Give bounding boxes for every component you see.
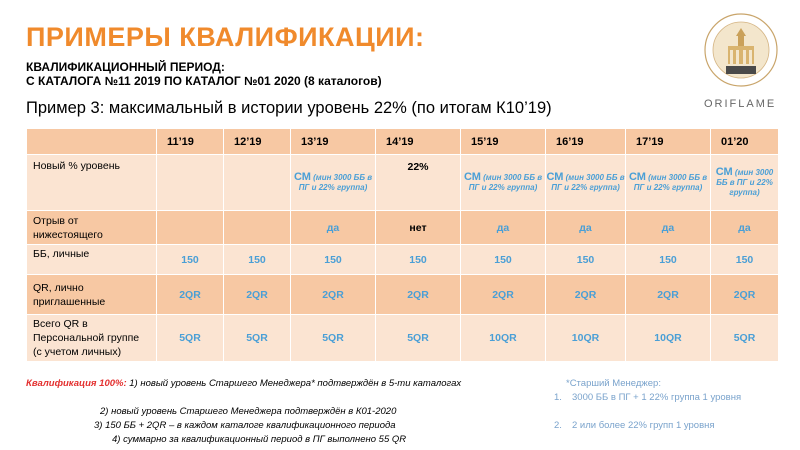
table-cell [156,210,224,245]
note-line-1: 1) новый уровень Старшего Менеджера* под… [126,378,462,389]
table-cell: 150 [375,244,461,275]
table-cell: 5QR [710,314,779,362]
level-code: СМ [715,166,733,178]
table-cell: 2QR [156,274,224,315]
qualification-note-1: Квалификация 100%: 1) новый уровень Стар… [26,378,526,390]
level-code: СМ [463,171,481,183]
table-cell: 150 [156,244,224,275]
header-cell: 15’19 [460,128,546,155]
table-cell: 5QR [375,314,461,362]
table-cell: 2QR [460,274,546,315]
table-cell: да [290,210,376,245]
table-cell: нет [375,210,461,245]
table-row: QR, лично приглашенные 2QR 2QR 2QR 2QR 2… [26,274,779,315]
level-code: СМ [628,171,646,183]
header-cell: 17’19 [625,128,711,155]
table-cell: 2QR [625,274,711,315]
qualification-label: Квалификация 100%: [26,378,127,389]
table-cell: 10QR [545,314,626,362]
table-cell: 2QR [223,274,291,315]
note-line-2: 2) новый уровень Старшего Менеджера подт… [100,406,397,417]
row-label: ББ, личные [26,244,157,275]
table-row: Отрыв от нижестоящего да нет да да да да [26,210,779,245]
page-title: ПРИМЕРЫ КВАЛИФИКАЦИИ: [26,22,425,52]
table-cell: СМ (мин 3000 ББ в ПГ и 22% группа) [460,154,546,211]
header-cell: 01’20 [710,128,779,155]
table-cell: 5QR [223,314,291,362]
period-range: С КАТАЛОГА №11 2019 ПО КАТАЛОГ №01 2020 … [26,74,382,88]
qualification-table: 11’19 12’19 13’19 14’19 15’19 16’19 17’1… [26,128,779,362]
table-row: Новый % уровень СМ (мин 3000 ББ в ПГ и 2… [26,154,779,211]
header-cell: 16’19 [545,128,626,155]
table-cell: СМ (мин 3000 ББ в ПГ и 22% группа) [710,154,779,211]
conference-logo [704,13,778,87]
footnote-num-1: 1. [554,392,562,403]
level-code: СМ [546,171,564,183]
example-title: Пример 3: максимальный в истории уровень… [26,99,552,117]
footnote-title: *Старший Менеджер: [566,378,661,389]
table-cell: 150 [290,244,376,275]
level-code: СМ [293,171,311,183]
footnote-item-1: 3000 ББ в ПГ + 1 22% группа 1 уровня [572,392,742,403]
table-cell: 150 [545,244,626,275]
table-cell [223,210,291,245]
table-cell: 150 [625,244,711,275]
table-cell [223,154,291,211]
header-cell: 13’19 [290,128,376,155]
table-row: Всего QR в Персональной группе (с учетом… [26,314,779,362]
table-cell: да [710,210,779,245]
table-header-row: 11’19 12’19 13’19 14’19 15’19 16’19 17’1… [26,128,779,155]
table-cell: 10QR [625,314,711,362]
footnote-item-2: 2 или более 22% групп 1 уровня [572,420,715,431]
table-cell: СМ (мин 3000 ББ в ПГ и 22% группа) [545,154,626,211]
row-label: Новый % уровень [26,154,157,211]
table-cell: 2QR [545,274,626,315]
table-cell: 10QR [460,314,546,362]
header-cell: 14’19 [375,128,461,155]
table-cell: 2QR [710,274,779,315]
period-label: КВАЛИФИКАЦИОННЫЙ ПЕРИОД: [26,60,225,74]
header-cell: 12’19 [223,128,291,155]
table-cell: 150 [710,244,779,275]
table-cell: 5QR [156,314,224,362]
table-cell: да [460,210,546,245]
row-label: QR, лично приглашенные [26,274,157,315]
note-line-3: 3) 150 ББ + 2QR – в каждом каталоге квал… [94,420,396,431]
table-cell [156,154,224,211]
table-cell: да [625,210,711,245]
row-label: Всего QR в Персональной группе (с учетом… [26,314,157,362]
header-cell: 11’19 [156,128,224,155]
table-cell: 2QR [375,274,461,315]
table-cell: 2QR [290,274,376,315]
header-corner [26,128,157,155]
table-cell: 150 [460,244,546,275]
footnote-num-2: 2. [554,420,562,431]
table-cell: 5QR [290,314,376,362]
table-cell: СМ (мин 3000 ББ в ПГ и 22% группа) [290,154,376,211]
note-line-4: 4) суммарно за квалификационный период в… [112,434,407,445]
row-label: Отрыв от нижестоящего [26,210,157,245]
table-row: ББ, личные 150 150 150 150 150 150 150 1… [26,244,779,275]
brand-name: ORIFLAME [704,98,777,110]
table-cell: да [545,210,626,245]
table-cell: 22% [375,154,461,211]
table-cell: СМ (мин 3000 ББ в ПГ и 22% группа) [625,154,711,211]
table-cell: 150 [223,244,291,275]
